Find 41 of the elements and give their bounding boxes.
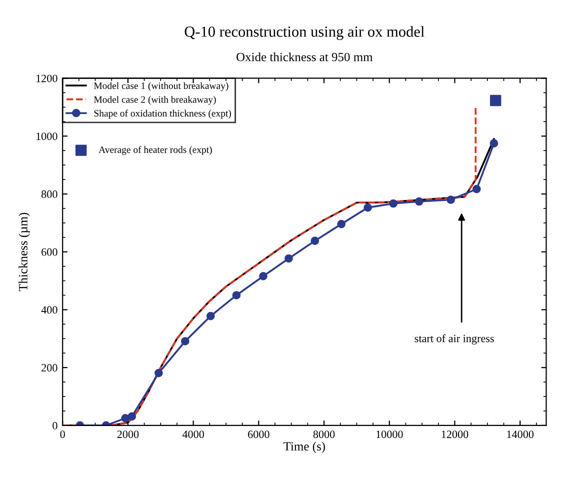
chart-subtitle: Oxide thickness at 950 mm <box>236 52 373 62</box>
point <box>337 220 346 228</box>
x-tick-label: 8000 <box>313 430 335 438</box>
x-tick-label: 0 <box>60 430 65 438</box>
annotation: start of air ingress <box>414 334 494 344</box>
x-tick-label: 10000 <box>376 430 403 438</box>
y-tick-label: 400 <box>41 306 58 314</box>
x-tick-label: 2000 <box>117 430 139 438</box>
y-tick-label: 0 <box>52 422 58 430</box>
y-tick-label: 600 <box>42 248 58 256</box>
point <box>284 254 293 263</box>
legend-label: Average of heater rods (expt) <box>98 146 212 155</box>
point <box>154 368 163 378</box>
x-tick-label: 6000 <box>248 430 270 438</box>
x-axis-title: Time (s) <box>284 442 325 454</box>
point <box>414 197 424 206</box>
point <box>121 414 130 422</box>
point <box>232 291 241 300</box>
y-tick-label: 200 <box>42 364 58 372</box>
point <box>310 236 320 246</box>
legend-label: Model case 1 (without breakaway) <box>94 82 228 92</box>
y-axis-title: Thickness (µm) <box>18 212 30 292</box>
point <box>472 184 481 194</box>
y-tick-label: 1000 <box>36 132 58 140</box>
x-tick-label: 12000 <box>442 430 468 438</box>
point <box>364 203 372 212</box>
point <box>206 312 215 320</box>
point <box>180 337 190 346</box>
y-tick-label: 800 <box>41 190 58 198</box>
point <box>446 196 455 204</box>
x-tick-label: 14000 <box>507 430 534 438</box>
point <box>490 94 502 106</box>
chart-title: Q-10 reconstruction using air ox model <box>184 26 424 40</box>
legend-label: Shape of oxidation thickness (expt) <box>94 110 231 119</box>
y-tick-label: 1200 <box>36 74 58 82</box>
point <box>128 412 136 421</box>
point <box>259 272 268 280</box>
point <box>389 199 398 208</box>
x-tick-label: 4000 <box>182 430 204 438</box>
legend-label: Model case 2 (with breakaway) <box>94 96 216 105</box>
point <box>490 139 498 148</box>
